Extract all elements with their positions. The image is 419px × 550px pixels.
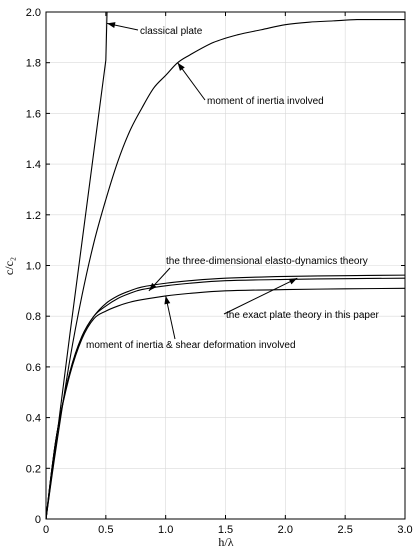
annotation-moment-of-inertia: moment of inertia involved — [207, 96, 324, 107]
y-tick-label: 0.6 — [26, 362, 41, 374]
annotation-arrow-head — [164, 295, 171, 305]
y-tick-label: 1.8 — [26, 58, 41, 70]
axis-ticks: 0 0.5 1.0 1.5 2.0 2.5 3.0 0 0.2 0.4 0.6 0.8 1.0 1.2 1.… — [26, 7, 413, 536]
annotation-labels: classical plate moment of inertia involv… — [86, 26, 380, 351]
y-tick-label: 0.2 — [26, 463, 41, 475]
annotation-inertia-and-shear: moment of inertia & shear deformation in… — [86, 340, 296, 351]
annotation-three-dimensional-theory: the three-dimensional elasto-dynamics th… — [166, 256, 368, 267]
x-tick-label: 1.0 — [158, 524, 173, 536]
annotation-classical-plate: classical plate — [140, 26, 203, 37]
x-tick-label: 0 — [43, 524, 49, 536]
x-tick-label: 0.5 — [98, 524, 113, 536]
y-axis-label: c/c₂ — [2, 257, 16, 275]
y-tick-label: 0.8 — [26, 311, 41, 323]
annotation-arrow-line — [223, 277, 298, 315]
annotation-arrows — [106, 22, 298, 340]
annotation-arrow-head — [107, 22, 116, 29]
series-line-1 — [45, 18, 405, 520]
y-tick-label: 2.0 — [26, 7, 41, 19]
annotation-arrow-head — [148, 282, 157, 291]
y-tick-label: 1.6 — [26, 108, 41, 120]
chart-curves — [45, 11, 406, 520]
y-tick-label: 1.0 — [26, 261, 41, 273]
x-tick-label: 2.0 — [278, 524, 293, 536]
chart-grid — [46, 12, 405, 519]
y-tick-label: 1.4 — [26, 159, 41, 171]
x-tick-label: 3.0 — [397, 524, 412, 536]
series-line-4 — [45, 287, 406, 520]
y-tick-label: 1.2 — [26, 210, 41, 222]
x-axis-label: h/λ — [218, 535, 233, 549]
annotation-arrow-head — [177, 62, 185, 71]
y-tick-label: 0.4 — [26, 413, 41, 425]
annotation-arrow-head — [288, 278, 298, 285]
x-tick-label: 2.5 — [338, 524, 353, 536]
y-tick-label: 0 — [35, 514, 41, 526]
annotation-exact-plate-theory: the exact plate theory in this paper — [226, 310, 380, 321]
x-tick-label: 1.5 — [218, 524, 233, 536]
